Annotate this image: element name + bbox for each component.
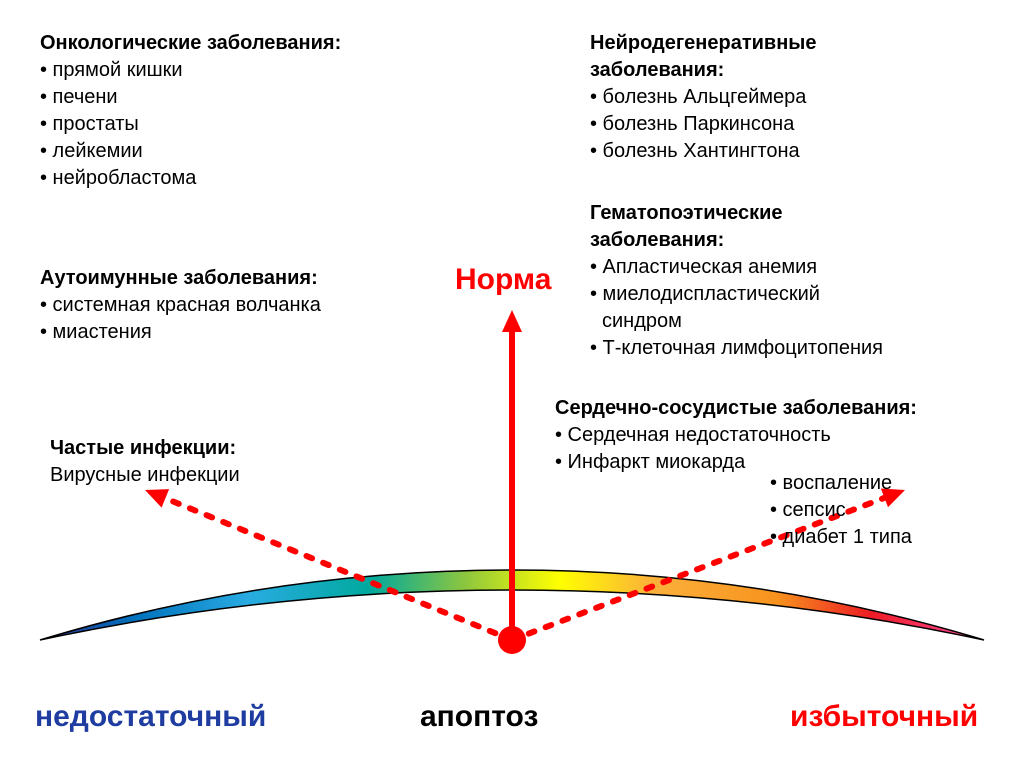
block-item: • нейробластома — [40, 165, 341, 192]
block-hematopoietic: Гематопоэтическиезаболевания:• Апластиче… — [590, 200, 883, 362]
block-title: Сердечно-сосудистые заболевания: — [555, 395, 917, 422]
norma-label: Норма — [455, 263, 551, 297]
block-item: • диабет 1 типа — [770, 524, 912, 551]
block-autoimmune: Аутоимунные заболевания:• системная крас… — [40, 265, 321, 346]
bottom-right-label: избыточный — [790, 700, 978, 734]
arrow-left-head — [145, 489, 169, 508]
block-items: • Сердечная недостаточность• Инфаркт мио… — [555, 422, 917, 476]
block-items: • системная красная волчанка• миастения — [40, 292, 321, 346]
block-item: • печени — [40, 84, 341, 111]
block-title: Нейродегенеративные — [590, 30, 817, 57]
block-items: • воспаление• сепсис• диабет 1 типа — [770, 470, 912, 551]
block-item: • прямой кишки — [40, 57, 341, 84]
block-misc: • воспаление• сепсис• диабет 1 типа — [770, 470, 912, 551]
block-cardiovascular: Сердечно-сосудистые заболевания:• Сердеч… — [555, 395, 917, 476]
block-title: Аутоимунные заболевания: — [40, 265, 321, 292]
bottom-center-label: апоптоз — [420, 700, 538, 734]
arrow-origin-dot — [498, 626, 526, 654]
block-item: • миелодиспластический — [590, 281, 883, 308]
block-item: синдром — [590, 308, 883, 335]
block-item: • болезнь Альцгеймера — [590, 84, 817, 111]
block-items: • прямой кишки• печени• простаты• лейкем… — [40, 57, 341, 192]
block-item: • системная красная волчанка — [40, 292, 321, 319]
block-item: • Апластическая анемия — [590, 254, 883, 281]
arrow-left-shaft — [165, 498, 512, 640]
block-item: • лейкемии — [40, 138, 341, 165]
block-item: • болезнь Паркинсона — [590, 111, 817, 138]
arrow-center-head — [502, 310, 522, 332]
block-item: • миастения — [40, 319, 321, 346]
block-items: • болезнь Альцгеймера• болезнь Паркинсон… — [590, 84, 817, 165]
block-item: • болезнь Хантингтона — [590, 138, 817, 165]
block-items: Вирусные инфекции — [50, 462, 240, 489]
block-item: • Т-клеточная лимфоцитопения — [590, 335, 883, 362]
block-title-cont: заболевания: — [590, 57, 817, 84]
block-title: Гематопоэтические — [590, 200, 883, 227]
block-item: • простаты — [40, 111, 341, 138]
block-oncology: Онкологические заболевания:• прямой кишк… — [40, 30, 341, 192]
block-title: Частые инфекции: — [50, 435, 240, 462]
block-item: Вирусные инфекции — [50, 462, 240, 489]
block-item: • воспаление — [770, 470, 912, 497]
block-item: • Сердечная недостаточность — [555, 422, 917, 449]
bottom-left-label: недостаточный — [35, 700, 266, 734]
block-title-cont: заболевания: — [590, 227, 883, 254]
block-items: • Апластическая анемия• миелодиспластиче… — [590, 254, 883, 362]
block-title: Онкологические заболевания: — [40, 30, 341, 57]
block-item: • сепсис — [770, 497, 912, 524]
block-neurodegenerative: Нейродегенеративныезаболевания:• болезнь… — [590, 30, 817, 165]
block-infections: Частые инфекции:Вирусные инфекции — [50, 435, 240, 489]
